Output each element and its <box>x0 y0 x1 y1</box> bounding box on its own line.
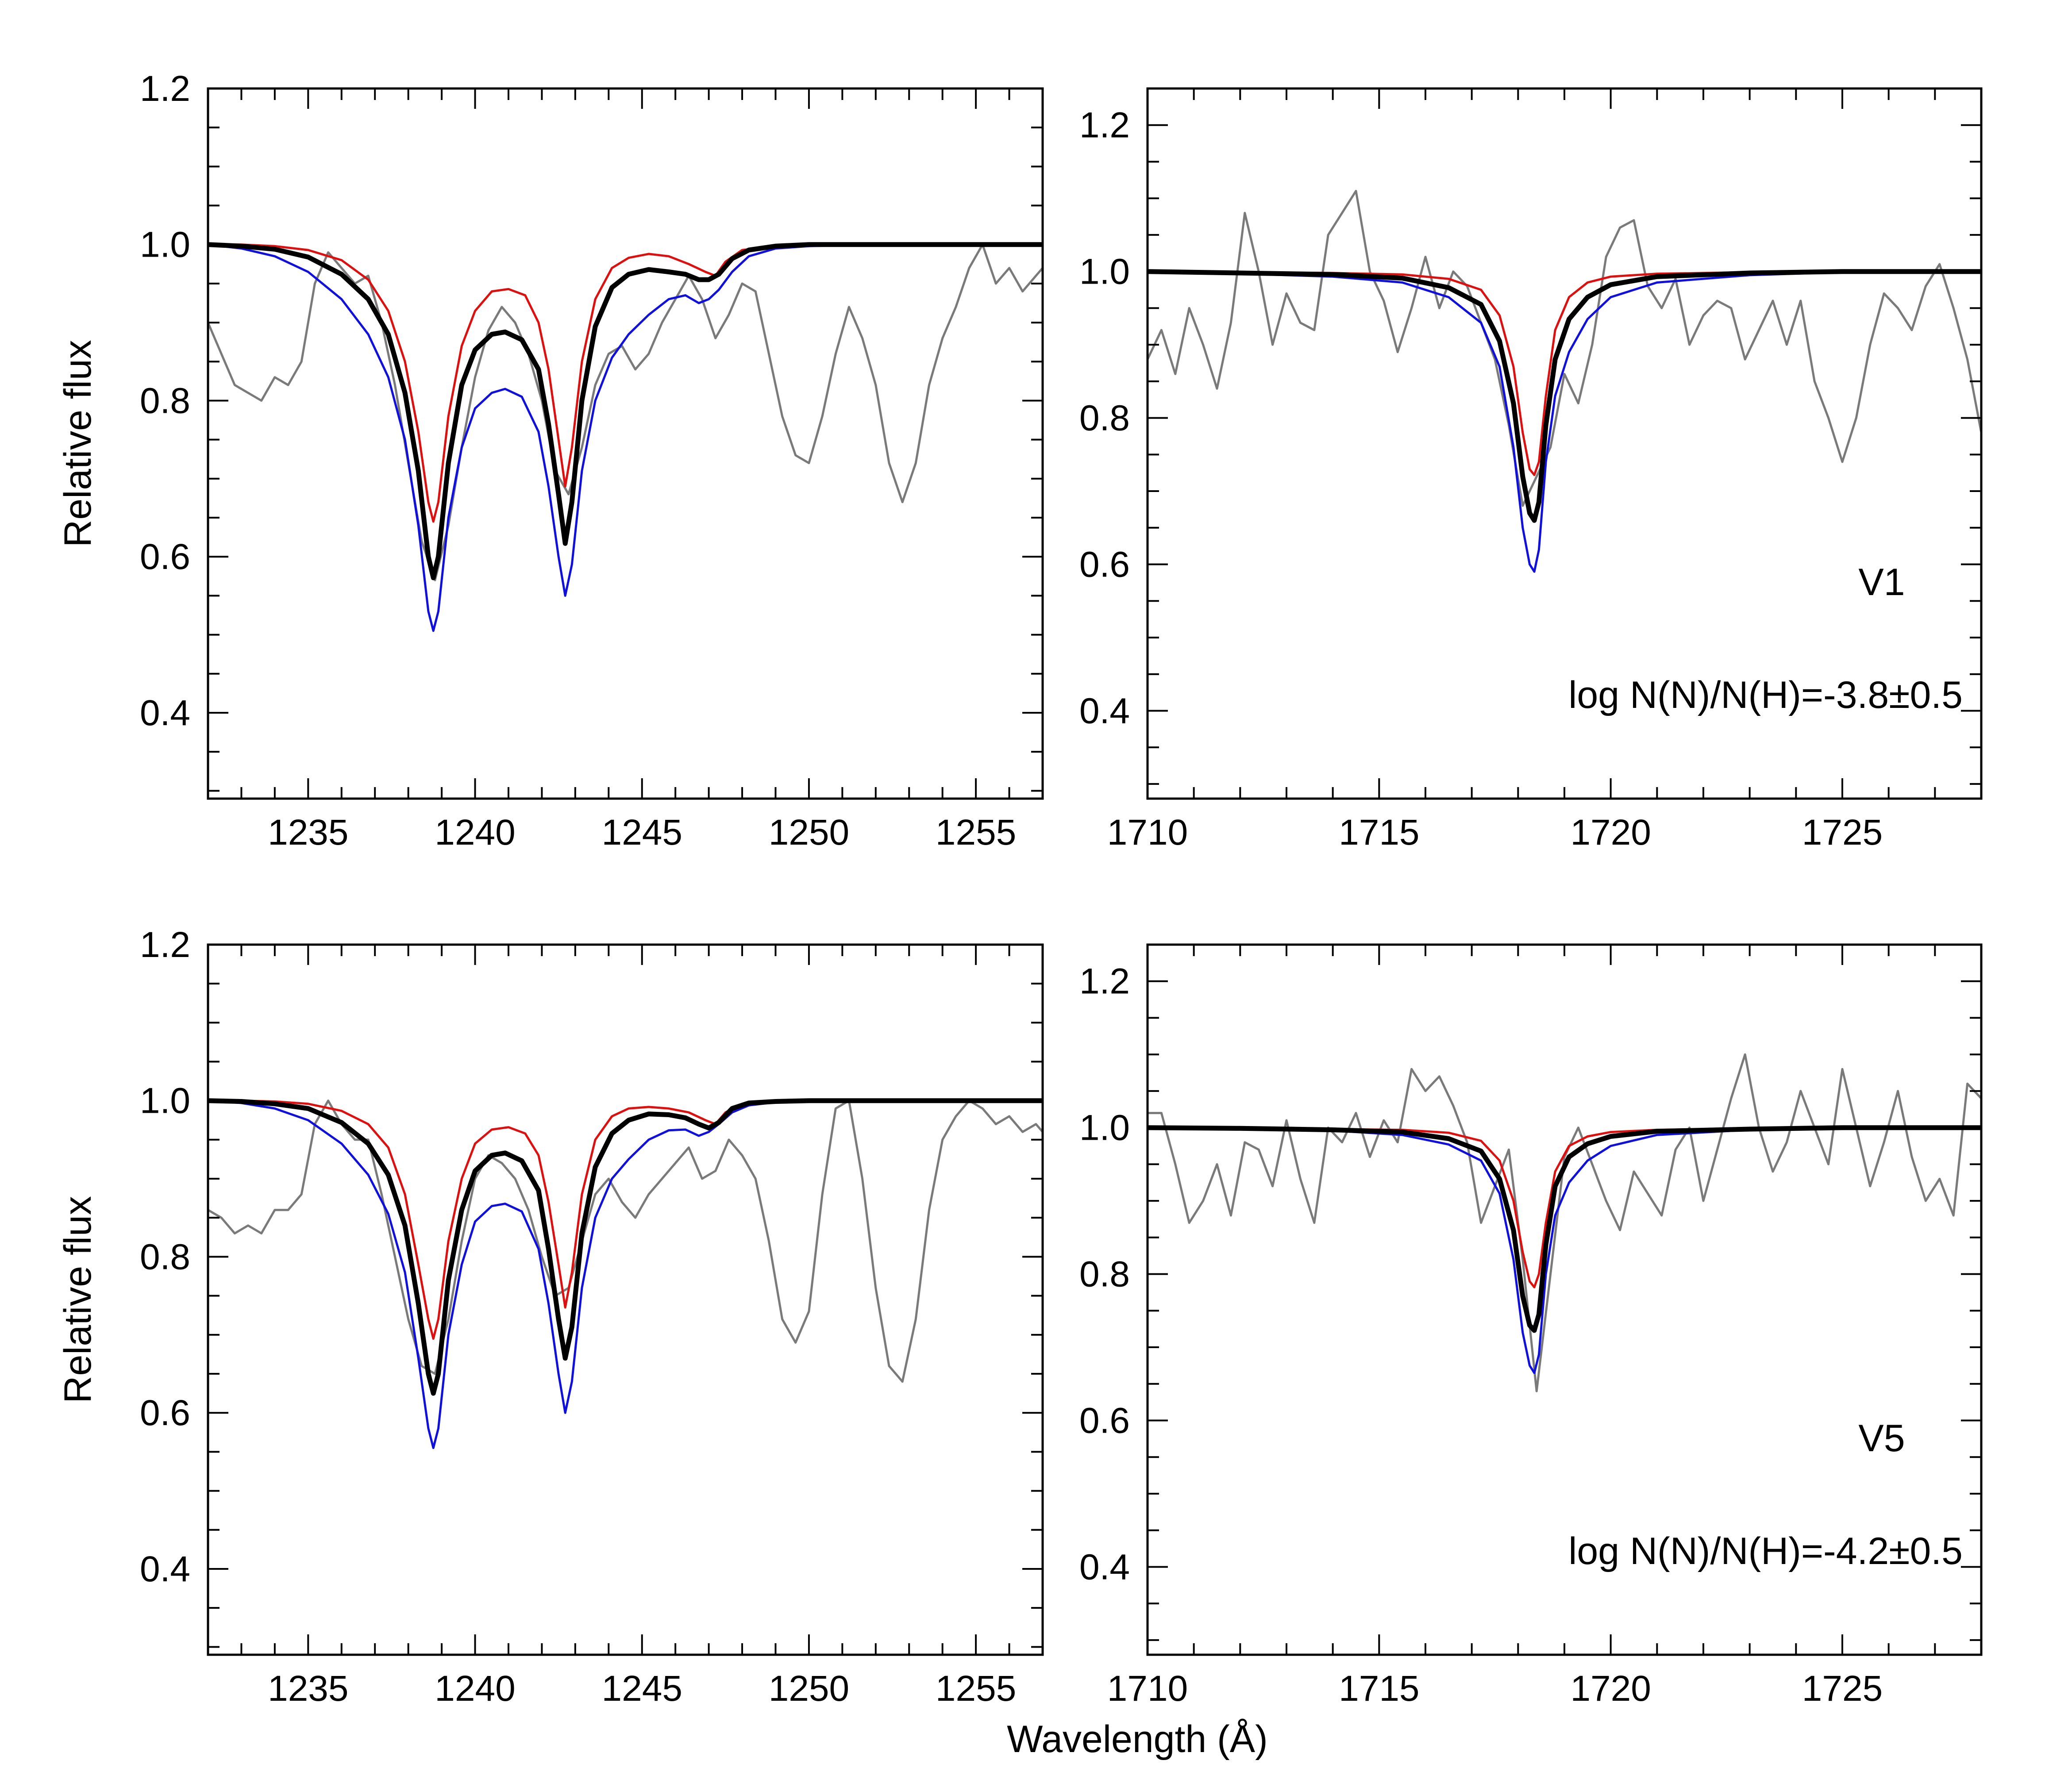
x-tick-label: 1710 <box>1107 1668 1188 1709</box>
y-tick-label: 0.8 <box>140 381 190 421</box>
y-tick-label: 1.0 <box>140 1081 190 1121</box>
y-tick-label: 0.4 <box>140 1549 190 1589</box>
series-line-observed <box>208 1099 1043 1383</box>
y-tick-label: 0.8 <box>140 1237 190 1277</box>
series-line-lower-abundance <box>1148 270 1981 477</box>
plot-frame <box>207 87 1044 800</box>
y-tick-label: 1.2 <box>1079 961 1130 1002</box>
panel-v1-nv: 1235 1240 1245 1250 1255 0.4 0.6 0.8 1.0 1.2 Relat… <box>57 69 1044 853</box>
x-tick-label: 1720 <box>1570 812 1651 853</box>
abundance-annotation: log N(N)/N(H)=-3.8±0.5 <box>1568 674 1963 716</box>
y-tick-label: 0.8 <box>1079 1254 1130 1295</box>
x-tick-label: 1255 <box>936 812 1016 853</box>
y-tick-label: 1.2 <box>1079 105 1130 146</box>
y-tick-label: 0.4 <box>140 693 190 733</box>
y-tick-label: 0.6 <box>1079 545 1130 585</box>
x-tick-label: 1720 <box>1570 1668 1651 1709</box>
series-line-upper-abundance <box>208 1099 1043 1449</box>
series-line-best-fit <box>208 242 1043 580</box>
y-tick-label: 0.6 <box>1079 1401 1130 1441</box>
star-label: V1 <box>1858 561 1905 603</box>
star-label: V5 <box>1858 1417 1905 1460</box>
x-tick-label: 1240 <box>435 1668 515 1709</box>
x-axis-title: Wavelength (Å) <box>1007 1718 1268 1760</box>
x-tick-label: 1245 <box>602 812 682 853</box>
plot-frame <box>207 943 1044 1656</box>
series-line-upper-abundance <box>1148 270 1981 573</box>
x-tick-label: 1235 <box>268 812 348 853</box>
x-tick-label: 1725 <box>1802 1668 1883 1709</box>
x-tick-label: 1240 <box>435 812 515 853</box>
series-line-lower-abundance <box>208 243 1043 523</box>
y-tick-label: 1.0 <box>1079 1108 1130 1148</box>
y-tick-label: 0.6 <box>140 537 190 577</box>
abundance-annotation: log N(N)/N(H)=-4.2±0.5 <box>1568 1530 1963 1572</box>
y-tick-label: 1.2 <box>140 69 190 109</box>
series-line-lower-abundance <box>1148 1126 1981 1288</box>
y-tick-label: 1.0 <box>1079 252 1130 292</box>
x-tick-label: 1715 <box>1339 1668 1419 1709</box>
series-line-upper-abundance <box>1148 1126 1981 1374</box>
panel-v5-nv: 1235 1240 1245 1250 1255 0.4 0.6 0.8 1.0 1.2 Relat… <box>57 925 1044 1709</box>
x-tick-label: 1725 <box>1802 812 1883 853</box>
series-line-observed <box>1148 190 1981 507</box>
x-tick-label: 1250 <box>769 1668 849 1709</box>
panel-v5-niv: 1710 1715 1720 1725 0.4 0.6 0.8 1.0 1.2 V5 log N(N… <box>1079 943 1983 1709</box>
x-tick-label: 1235 <box>268 1668 348 1709</box>
y-axis-title: Relative flux <box>57 1196 99 1403</box>
series-line-upper-abundance <box>208 243 1043 632</box>
series-line-best-fit <box>1148 1125 1981 1333</box>
x-tick-label: 1255 <box>936 1668 1016 1709</box>
y-tick-label: 0.4 <box>1079 1547 1130 1587</box>
y-tick-label: 0.8 <box>1079 398 1130 438</box>
x-tick-label: 1250 <box>769 812 849 853</box>
y-tick-label: 0.4 <box>1079 691 1130 731</box>
x-tick-label: 1710 <box>1107 812 1188 853</box>
y-tick-label: 1.0 <box>140 225 190 265</box>
y-tick-label: 1.2 <box>140 925 190 965</box>
panel-v1-niv: 1710 1715 1720 1725 0.4 0.6 0.8 1.0 1.2 V1 log N(N… <box>1079 87 1983 853</box>
x-tick-label: 1245 <box>602 1668 682 1709</box>
x-tick-label: 1715 <box>1339 812 1419 853</box>
y-tick-label: 0.6 <box>140 1393 190 1433</box>
series-line-best-fit <box>208 1098 1043 1396</box>
series-line-best-fit <box>1148 269 1981 523</box>
y-axis-title: Relative flux <box>57 340 99 547</box>
series-line-observed <box>208 243 1043 581</box>
series-line-observed <box>1148 1053 1981 1392</box>
